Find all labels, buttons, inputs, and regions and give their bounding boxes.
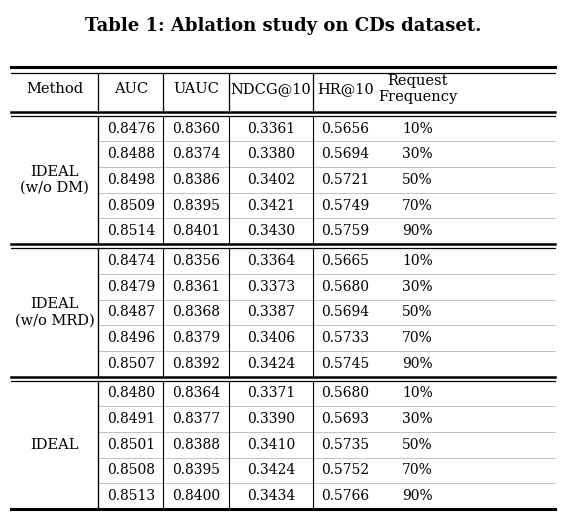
Text: 0.8476: 0.8476: [107, 122, 155, 136]
Text: IDEAL
(w/o DM): IDEAL (w/o DM): [20, 165, 89, 195]
Text: 90%: 90%: [402, 224, 433, 238]
Text: 0.5721: 0.5721: [321, 173, 370, 187]
Text: 0.8379: 0.8379: [172, 331, 220, 345]
Text: 0.8508: 0.8508: [107, 463, 155, 477]
Text: 0.3387: 0.3387: [247, 305, 295, 319]
Text: 0.5694: 0.5694: [321, 305, 370, 319]
Text: 0.5665: 0.5665: [321, 254, 370, 268]
Text: 0.8514: 0.8514: [107, 224, 155, 238]
Text: 0.3371: 0.3371: [247, 387, 295, 400]
Text: UAUC: UAUC: [173, 82, 219, 96]
Text: Table 1: Ablation study on CDs dataset.: Table 1: Ablation study on CDs dataset.: [85, 16, 481, 35]
Text: 0.8356: 0.8356: [172, 254, 220, 268]
Text: 0.5693: 0.5693: [321, 412, 370, 426]
Text: HR@10: HR@10: [317, 82, 374, 96]
Text: 0.8392: 0.8392: [172, 357, 220, 371]
Text: 0.3361: 0.3361: [247, 122, 295, 136]
Text: 0.8401: 0.8401: [172, 224, 220, 238]
Text: 0.5745: 0.5745: [321, 357, 370, 371]
Text: 0.3373: 0.3373: [247, 280, 295, 294]
Text: 0.8360: 0.8360: [172, 122, 220, 136]
Text: 70%: 70%: [402, 331, 433, 345]
Text: 0.3410: 0.3410: [247, 438, 295, 452]
Text: 0.3380: 0.3380: [247, 147, 295, 161]
Text: 0.3402: 0.3402: [247, 173, 295, 187]
Text: 0.8501: 0.8501: [107, 438, 155, 452]
Text: 0.8361: 0.8361: [172, 280, 220, 294]
Text: 10%: 10%: [402, 122, 433, 136]
Text: 90%: 90%: [402, 489, 433, 503]
Text: 0.3390: 0.3390: [247, 412, 295, 426]
Text: 0.8491: 0.8491: [107, 412, 155, 426]
Text: 0.3406: 0.3406: [247, 331, 295, 345]
Text: 0.5752: 0.5752: [321, 463, 370, 477]
Text: 0.8488: 0.8488: [107, 147, 155, 161]
Text: 70%: 70%: [402, 463, 433, 477]
Text: 0.8388: 0.8388: [172, 438, 220, 452]
Text: 0.3364: 0.3364: [247, 254, 295, 268]
Text: 0.8479: 0.8479: [107, 280, 155, 294]
Text: 0.8400: 0.8400: [172, 489, 220, 503]
Text: AUC: AUC: [114, 82, 148, 96]
Text: 0.8364: 0.8364: [172, 387, 220, 400]
Text: 0.8374: 0.8374: [172, 147, 220, 161]
Text: 0.5680: 0.5680: [321, 280, 370, 294]
Text: 30%: 30%: [402, 147, 433, 161]
Text: 50%: 50%: [402, 305, 433, 319]
Text: 0.3421: 0.3421: [247, 199, 295, 212]
Text: 0.3424: 0.3424: [247, 357, 295, 371]
Text: 0.5680: 0.5680: [321, 387, 370, 400]
Text: 0.8368: 0.8368: [172, 305, 220, 319]
Text: 0.5749: 0.5749: [321, 199, 370, 212]
Text: 0.3424: 0.3424: [247, 463, 295, 477]
Text: Request
Frequency: Request Frequency: [378, 74, 457, 104]
Text: 90%: 90%: [402, 357, 433, 371]
Text: 0.3434: 0.3434: [247, 489, 295, 503]
Text: 10%: 10%: [402, 254, 433, 268]
Text: 0.5656: 0.5656: [321, 122, 370, 136]
Text: 0.5694: 0.5694: [321, 147, 370, 161]
Text: IDEAL
(w/o MRD): IDEAL (w/o MRD): [15, 297, 95, 328]
Text: 0.5766: 0.5766: [321, 489, 370, 503]
Text: 0.8395: 0.8395: [172, 463, 220, 477]
Text: 0.8395: 0.8395: [172, 199, 220, 212]
Text: 50%: 50%: [402, 173, 433, 187]
Text: 0.5735: 0.5735: [321, 438, 370, 452]
Text: 0.8377: 0.8377: [172, 412, 220, 426]
Text: 0.8386: 0.8386: [172, 173, 220, 187]
Text: 0.5733: 0.5733: [321, 331, 370, 345]
Text: 30%: 30%: [402, 412, 433, 426]
Text: 30%: 30%: [402, 280, 433, 294]
Text: 0.5759: 0.5759: [321, 224, 370, 238]
Text: Method: Method: [26, 82, 83, 96]
Text: NDCG@10: NDCG@10: [230, 82, 311, 96]
Text: 70%: 70%: [402, 199, 433, 212]
Text: 0.8487: 0.8487: [107, 305, 155, 319]
Text: IDEAL: IDEAL: [31, 438, 79, 452]
Text: 0.8507: 0.8507: [107, 357, 155, 371]
Text: 0.3430: 0.3430: [247, 224, 295, 238]
Text: 0.8480: 0.8480: [107, 387, 155, 400]
Text: 0.8498: 0.8498: [107, 173, 155, 187]
Text: 0.8496: 0.8496: [107, 331, 155, 345]
Text: 0.8474: 0.8474: [106, 254, 155, 268]
Text: 10%: 10%: [402, 387, 433, 400]
Text: 0.8513: 0.8513: [107, 489, 155, 503]
Text: 0.8509: 0.8509: [107, 199, 155, 212]
Text: 50%: 50%: [402, 438, 433, 452]
